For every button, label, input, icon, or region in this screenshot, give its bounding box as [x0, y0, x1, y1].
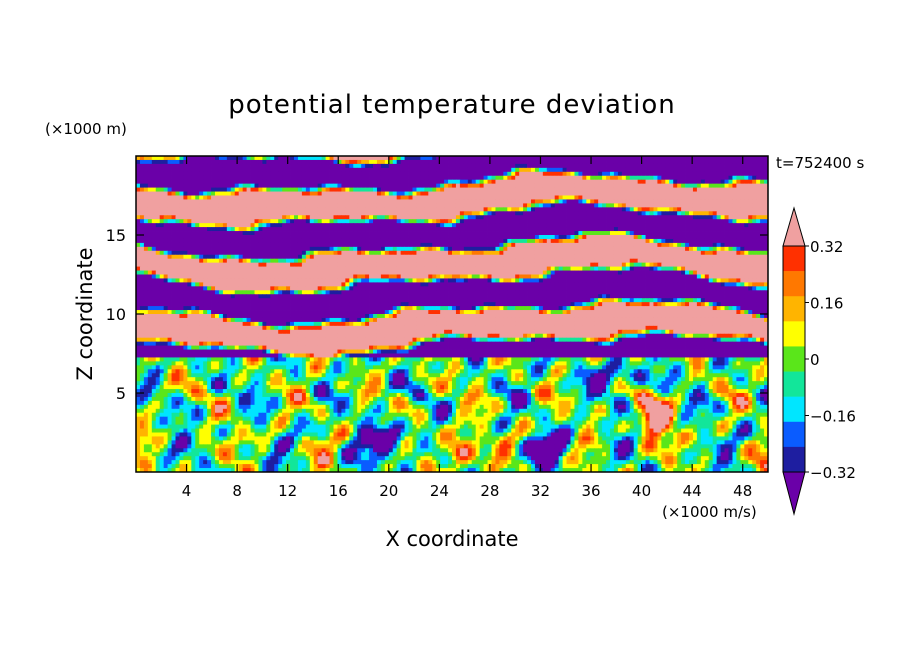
x-axis: 4 8 12 16 20 24 28 32 36 40 44 48 — [182, 156, 752, 500]
contour-field — [136, 156, 768, 472]
x-tick-label: 32 — [531, 482, 550, 500]
x-tick-label: 44 — [683, 482, 702, 500]
colorbar: 0.32 0.16 0 −0.16 −0.32 — [782, 206, 856, 516]
colorbar-extend-max — [782, 206, 806, 247]
colorbar-label: 0 — [810, 351, 820, 369]
y-tick-label: 15 — [106, 226, 126, 245]
y-axis: 5 10 15 — [106, 226, 768, 403]
x-unit-label: (×1000 m/s) — [662, 503, 757, 521]
x-tick-label: 28 — [480, 482, 499, 500]
y-axis-title: Z coordinate — [73, 247, 97, 380]
colorbar-band — [783, 271, 805, 297]
colorbar-band — [783, 321, 805, 347]
x-tick-label: 8 — [232, 482, 242, 500]
x-axis-title: X coordinate — [385, 527, 518, 551]
x-tick-label: 48 — [733, 482, 752, 500]
y-tick-label: 10 — [106, 305, 126, 324]
colorbar-band — [783, 346, 805, 372]
x-tick-label: 4 — [182, 482, 192, 500]
x-tick-label: 24 — [430, 482, 449, 500]
colorbar-extend-min — [782, 471, 806, 516]
colorbar-band — [783, 246, 805, 272]
colorbar-band — [783, 371, 805, 397]
colorbar-label: 0.32 — [810, 238, 843, 256]
x-tick-label: 20 — [379, 482, 398, 500]
colorbar-band — [783, 396, 805, 423]
x-tick-label: 40 — [632, 482, 651, 500]
time-label: t=752400 s — [776, 154, 864, 172]
colorbar-band — [783, 446, 805, 473]
chart-title: potential temperature deviation — [228, 90, 675, 120]
x-tick-label: 16 — [329, 482, 348, 500]
x-tick-label: 36 — [581, 482, 600, 500]
colorbar-label: −0.16 — [810, 408, 856, 426]
colorbar-label: 0.16 — [810, 295, 843, 313]
y-tick-label: 5 — [116, 384, 126, 403]
x-tick-label: 12 — [278, 482, 297, 500]
colorbar-band — [783, 296, 805, 322]
y-unit-label: (×1000 m) — [45, 120, 127, 138]
colorbar-band — [783, 421, 805, 448]
colorbar-label: −0.32 — [810, 464, 856, 482]
